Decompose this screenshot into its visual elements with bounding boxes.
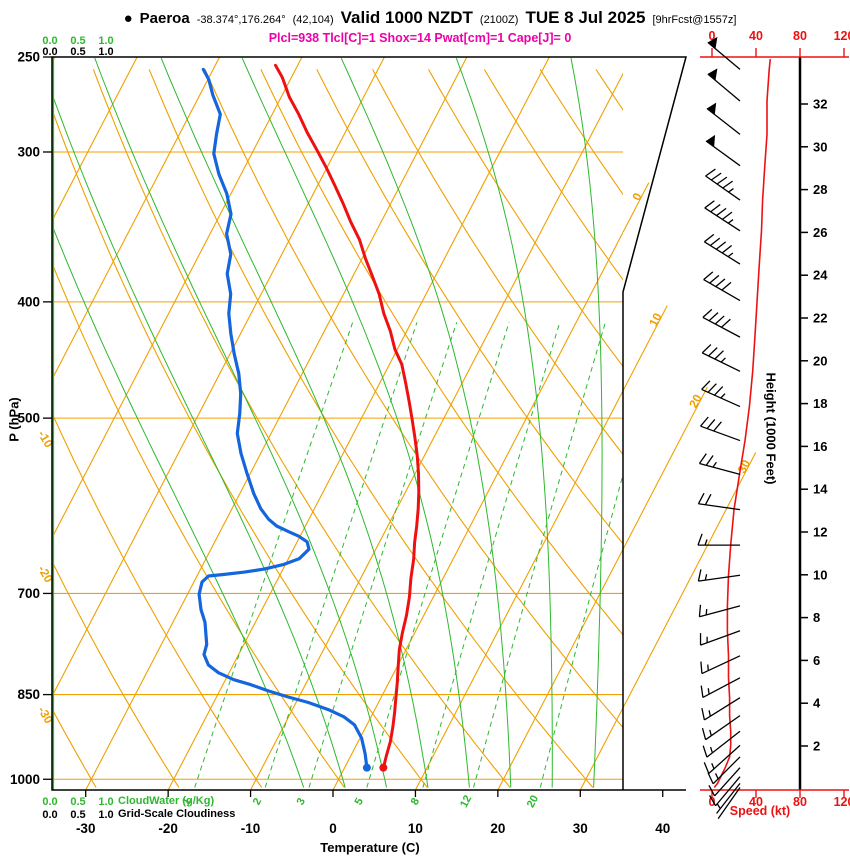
svg-text:0.0: 0.0 bbox=[42, 35, 57, 47]
height-axis-title: Height (1000 Feet) bbox=[763, 372, 779, 485]
svg-text:0: 0 bbox=[709, 29, 716, 43]
svg-text:1: 1 bbox=[180, 796, 193, 807]
dewpoint-curve-surface-dot bbox=[362, 763, 371, 772]
svg-text:-10: -10 bbox=[241, 821, 261, 836]
svg-text:1.0: 1.0 bbox=[98, 35, 113, 47]
svg-text:1.0: 1.0 bbox=[98, 796, 113, 808]
gridscale-cloudiness-axis-label: Grid-Scale Cloudiness bbox=[118, 808, 236, 820]
pressure-axis-title: P (hPa) bbox=[6, 397, 22, 442]
svg-text:32: 32 bbox=[813, 97, 827, 112]
forecast-info: [9hrFcst@1557z] bbox=[652, 14, 737, 26]
svg-text:0.0: 0.0 bbox=[42, 809, 57, 821]
svg-text:8: 8 bbox=[813, 610, 820, 625]
svg-text:2: 2 bbox=[251, 796, 264, 807]
svg-text:700: 700 bbox=[17, 586, 40, 601]
svg-text:12: 12 bbox=[813, 525, 827, 540]
svg-text:16: 16 bbox=[813, 439, 827, 454]
svg-text:20: 20 bbox=[686, 392, 705, 411]
svg-text:22: 22 bbox=[813, 311, 827, 326]
svg-text:40: 40 bbox=[749, 29, 763, 43]
svg-text:300: 300 bbox=[17, 144, 40, 159]
svg-text:0.0: 0.0 bbox=[42, 796, 57, 808]
wind-barbs bbox=[697, 36, 741, 820]
temperature-axis-title: Temperature (C) bbox=[320, 840, 420, 855]
svg-text:18: 18 bbox=[813, 396, 827, 411]
station-name: Paeroa bbox=[139, 10, 190, 27]
svg-text:12: 12 bbox=[458, 793, 474, 809]
svg-text:120: 120 bbox=[834, 29, 850, 43]
svg-text:10: 10 bbox=[408, 821, 423, 836]
svg-text:28: 28 bbox=[813, 182, 827, 197]
svg-text:10: 10 bbox=[646, 310, 665, 329]
temperature-curve-surface-dot bbox=[379, 763, 388, 772]
svg-text:20: 20 bbox=[525, 793, 541, 809]
svg-text:0.5: 0.5 bbox=[70, 46, 85, 58]
dewpoint-curve bbox=[197, 67, 369, 770]
station-bullet: ● bbox=[123, 10, 133, 27]
svg-text:40: 40 bbox=[749, 795, 763, 809]
svg-text:30: 30 bbox=[735, 457, 754, 476]
svg-text:24: 24 bbox=[813, 268, 828, 283]
background-lines bbox=[52, 57, 623, 790]
svg-text:0.5: 0.5 bbox=[70, 796, 85, 808]
valid-time: Valid 1000 NZDT bbox=[340, 8, 473, 27]
svg-text:0: 0 bbox=[709, 795, 716, 809]
svg-text:20: 20 bbox=[813, 353, 827, 368]
svg-text:-30: -30 bbox=[76, 821, 96, 836]
svg-text:-20: -20 bbox=[158, 821, 178, 836]
svg-text:400: 400 bbox=[17, 294, 40, 309]
svg-text:500: 500 bbox=[17, 411, 40, 426]
svg-text:2: 2 bbox=[813, 739, 820, 754]
plot-border bbox=[51, 56, 687, 791]
svg-text:1.0: 1.0 bbox=[98, 46, 113, 58]
cloudwater-axis-label: CloudWater (g/Kg) bbox=[118, 795, 215, 807]
svg-text:3: 3 bbox=[295, 796, 308, 807]
temperature-curve bbox=[274, 63, 421, 770]
svg-text:26: 26 bbox=[813, 225, 827, 240]
svg-text:850: 850 bbox=[17, 687, 40, 702]
svg-text:0: 0 bbox=[629, 190, 645, 203]
svg-text:30: 30 bbox=[813, 139, 827, 154]
svg-text:250: 250 bbox=[17, 50, 40, 65]
svg-text:40: 40 bbox=[655, 821, 670, 836]
svg-text:10: 10 bbox=[813, 567, 827, 582]
speed-axis-title: Speed (kt) bbox=[729, 804, 791, 818]
svg-text:4: 4 bbox=[813, 696, 821, 711]
svg-text:1.0: 1.0 bbox=[98, 809, 113, 821]
svg-text:30: 30 bbox=[573, 821, 588, 836]
svg-text:0: 0 bbox=[329, 821, 337, 836]
svg-text:0.5: 0.5 bbox=[70, 809, 85, 821]
valid-zulu: (2100Z) bbox=[479, 14, 519, 26]
svg-text:0.0: 0.0 bbox=[42, 46, 57, 58]
svg-text:120: 120 bbox=[834, 795, 850, 809]
sounding-parameters: Plcl=938 Tlcl[C]=1 Shox=14 Pwat[cm]=1 Ca… bbox=[268, 31, 572, 45]
svg-text:1000: 1000 bbox=[10, 772, 40, 787]
svg-text:80: 80 bbox=[793, 795, 807, 809]
valid-date: TUE 8 Jul 2025 bbox=[525, 8, 646, 27]
svg-text:14: 14 bbox=[813, 482, 828, 497]
svg-text:80: 80 bbox=[793, 29, 807, 43]
grid-point: (42,104) bbox=[292, 14, 334, 26]
wind-speed-profile bbox=[713, 59, 772, 789]
svg-text:20: 20 bbox=[490, 821, 505, 836]
station-coords: -38.374°,176.264° bbox=[196, 14, 286, 26]
svg-text:8: 8 bbox=[409, 796, 422, 807]
svg-text:6: 6 bbox=[813, 653, 820, 668]
chart-header: ● Paeroa -38.374°,176.264° (42,104) Vali… bbox=[40, 8, 820, 28]
svg-text:5: 5 bbox=[353, 796, 366, 807]
svg-text:0.5: 0.5 bbox=[70, 35, 85, 47]
